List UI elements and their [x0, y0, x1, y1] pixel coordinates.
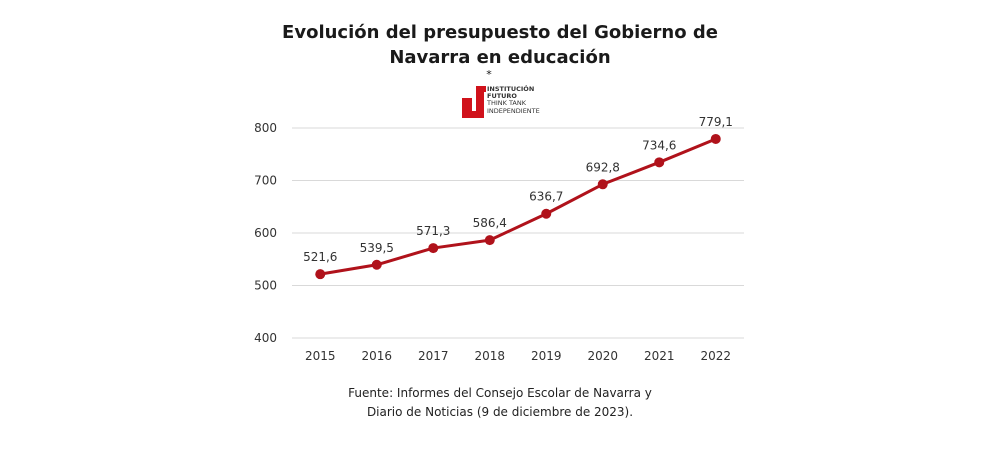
x-tick-label: 2021	[644, 349, 675, 363]
logo-mark-icon: *	[462, 68, 492, 118]
x-tick-label: 2017	[418, 349, 449, 363]
logo-text-line-2: FUTURO	[487, 92, 517, 101]
data-labels: 521,6 539,5 571,3 586,4 636,7 692,8 734,6 779,1	[303, 115, 733, 264]
y-tick-label: 400	[254, 331, 277, 345]
data-point-2020	[597, 179, 608, 190]
x-tick-label: 2015	[305, 349, 336, 363]
x-tick-label: 2018	[474, 349, 505, 363]
source-line-1: Fuente: Informes del Consejo Escolar de …	[348, 386, 652, 400]
institucion-futuro-logo: * INSTITUCIÓN FUTURO THINK TANK INDEPEND…	[462, 68, 562, 124]
data-point-2018	[484, 235, 495, 246]
series-line	[320, 137, 717, 276]
logo-text: INSTITUCIÓN FUTURO THINK TANK INDEPENDIE…	[487, 85, 540, 115]
x-axis-ticks: 2015 2016 2017 2018 2019 2020 2021 2022	[305, 349, 731, 363]
y-tick-label: 700	[254, 174, 277, 188]
data-point-2021	[654, 157, 665, 168]
data-label-2018: 586,4	[473, 216, 507, 230]
data-point-2022	[710, 133, 721, 144]
data-point-2015	[315, 269, 326, 280]
x-tick-label: 2019	[531, 349, 562, 363]
data-label-2020: 692,8	[586, 160, 620, 174]
data-label-2022: 779,1	[699, 115, 733, 129]
data-label-2021: 734,6	[642, 138, 676, 152]
y-tick-label: 600	[254, 226, 277, 240]
x-tick-label: 2022	[700, 349, 731, 363]
y-tick-label: 500	[254, 279, 277, 293]
gridlines	[292, 127, 744, 339]
data-label-2015: 521,6	[303, 250, 337, 264]
source-line-2: Diario de Noticias (9 de diciembre de 20…	[366, 405, 634, 419]
logo-text-line-3: THINK TANK	[487, 99, 527, 108]
chart-title-line-2: Navarra en educación	[389, 47, 611, 68]
y-axis-ticks: 400 500 600 700 800	[254, 121, 277, 345]
chart-title: Evolución del presupuesto del Gobierno d…	[250, 20, 750, 70]
data-label-2019: 636,7	[529, 190, 563, 204]
data-label-2016: 539,5	[360, 241, 394, 255]
data-point-2019	[541, 208, 552, 219]
logo-star-icon: *	[486, 68, 492, 81]
logo-text-line-4: INDEPENDIENTE	[487, 106, 540, 115]
data-point-2016	[371, 259, 382, 270]
source-note: Fuente: Informes del Consejo Escolar de …	[300, 384, 700, 422]
logo-text-line-1: INSTITUCIÓN	[487, 85, 535, 93]
y-tick-label: 800	[254, 121, 277, 135]
x-tick-label: 2016	[361, 349, 392, 363]
series-budget	[315, 133, 721, 280]
data-label-2017: 571,3	[416, 224, 450, 238]
x-tick-label: 2020	[587, 349, 618, 363]
data-point-2017	[428, 243, 439, 254]
chart-title-line-1: Evolución del presupuesto del Gobierno d…	[282, 22, 718, 43]
